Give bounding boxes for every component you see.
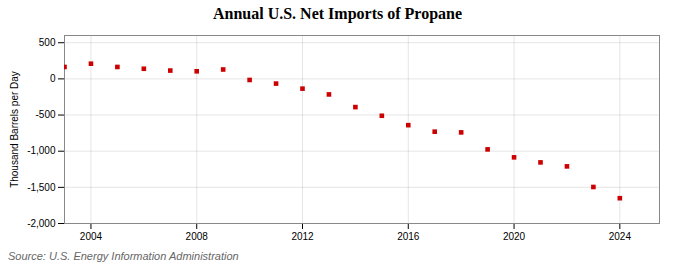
svg-text:2012: 2012 <box>291 231 314 242</box>
svg-text:-1,500: -1,500 <box>27 182 56 193</box>
svg-text:2004: 2004 <box>80 231 103 242</box>
svg-text:-2,000: -2,000 <box>27 218 56 229</box>
svg-text:2020: 2020 <box>503 231 526 242</box>
svg-text:-1,000: -1,000 <box>27 145 56 156</box>
svg-text:2008: 2008 <box>186 231 209 242</box>
svg-text:2016: 2016 <box>397 231 420 242</box>
html-text:Annual U.S. Net Imports of Pro: Annual U.S. Net Imports of Propane <box>213 5 462 22</box>
svg-text:500: 500 <box>39 37 56 48</box>
svg-text:0: 0 <box>50 73 56 84</box>
svg-text:Thousand Barrels per Day: Thousand Barrels per Day <box>9 71 20 188</box>
html-text:Source: U.S. Energy Informatio: Source: U.S. Energy Information Administ… <box>8 250 239 262</box>
svg-text:-500: -500 <box>35 109 55 120</box>
svg-text:2024: 2024 <box>609 231 632 242</box>
